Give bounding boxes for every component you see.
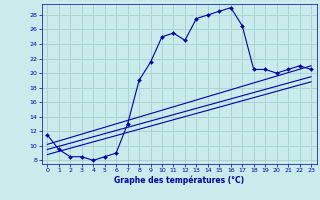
X-axis label: Graphe des températures (°C): Graphe des températures (°C) — [114, 176, 244, 185]
